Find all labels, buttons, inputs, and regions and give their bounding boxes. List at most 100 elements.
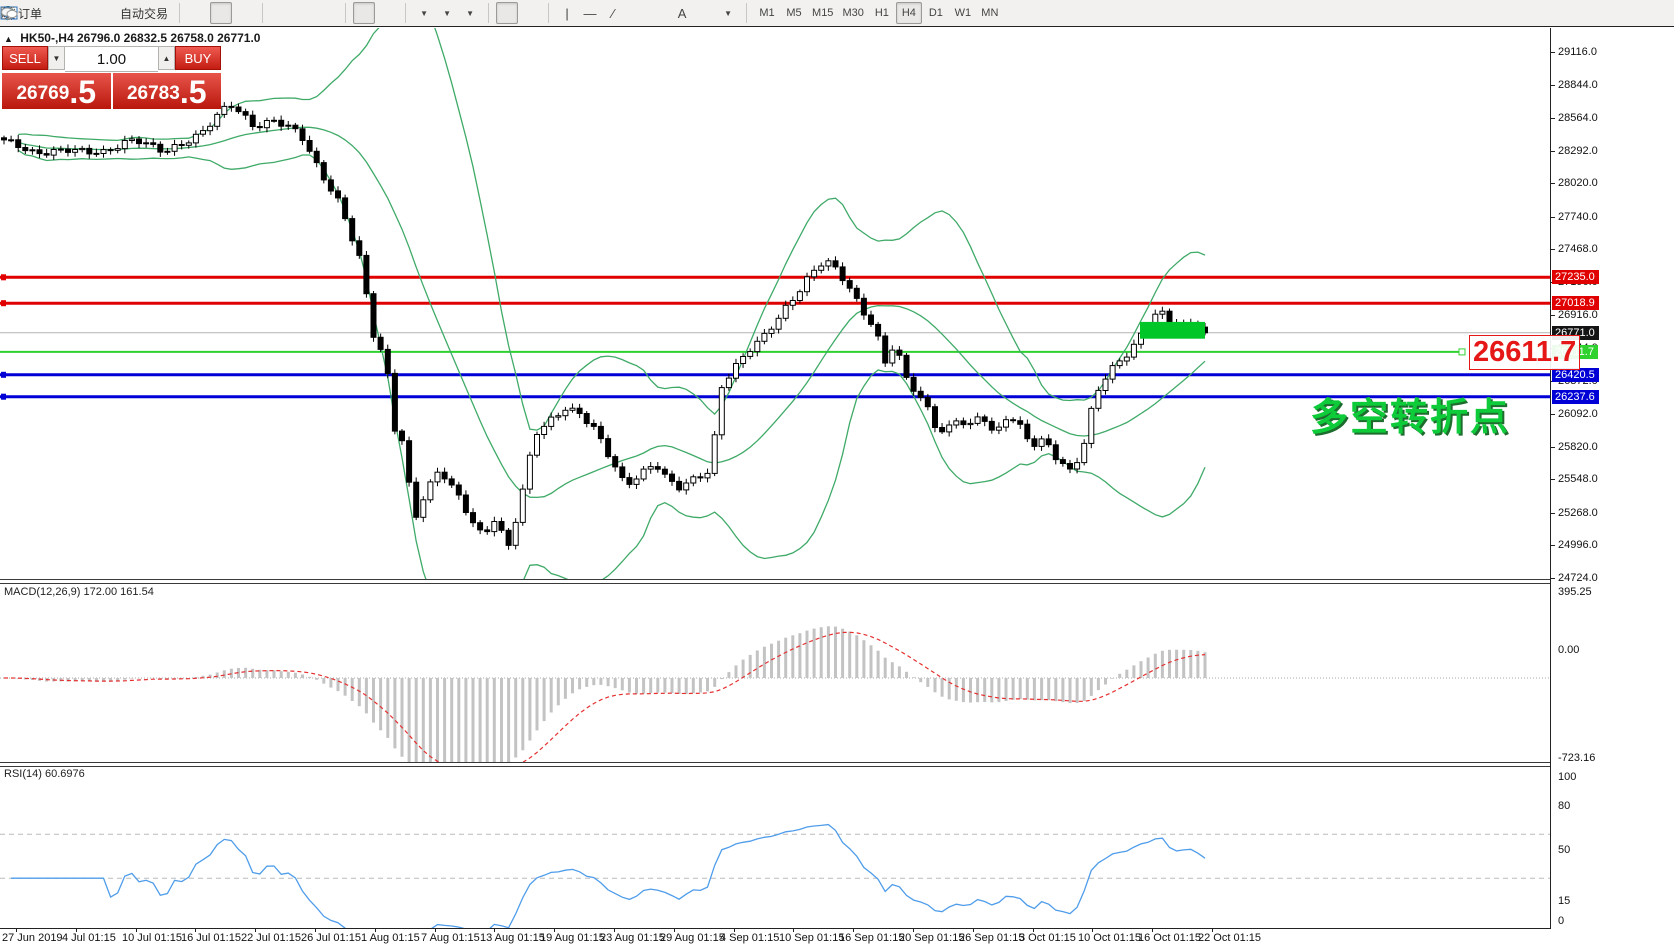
cursor-button[interactable] — [4, 2, 519, 24]
date-tick-mark — [1212, 928, 1213, 932]
chart-shift-button[interactable] — [2, 2, 376, 24]
toolbar-separator — [548, 3, 550, 23]
sell-price-display[interactable]: 26769 .5 — [2, 73, 111, 109]
candlestick-chart-button[interactable] — [2, 2, 233, 24]
macd-tick-label: -723.16 — [1558, 752, 1596, 764]
auto-trading-button[interactable]: 自动交易 — [1, 2, 172, 24]
date-tick-mark — [375, 928, 376, 932]
buy-price-display[interactable]: 26783 .5 — [112, 73, 221, 109]
main-chart-canvas[interactable] — [0, 28, 1550, 582]
price-level-chip: 26420.5 — [1552, 368, 1599, 382]
volume-decrease-button[interactable]: ▼ — [48, 46, 65, 70]
price-axis-border — [1550, 28, 1551, 928]
axis-tick-mark — [1551, 447, 1555, 448]
timeframe-w1[interactable]: W1 — [954, 7, 972, 19]
fibonacci-button[interactable]: F — [1, 2, 670, 24]
sell-price-int: 26769 — [16, 83, 70, 104]
template-dropdown[interactable]: ▼ — [0, 2, 481, 24]
axis-tick-mark — [1551, 414, 1555, 415]
price-axis[interactable]: 29116.0 28844.0 28564.0 28292.0 28020.0 27740… — [1551, 28, 1674, 928]
eraser-button[interactable] — [1, 2, 69, 24]
date-tick-mark — [614, 928, 615, 932]
bar-chart-button[interactable] — [1, 2, 209, 24]
buy-button[interactable]: BUY — [175, 46, 221, 70]
date-label: 16 Jul 01:15 — [181, 932, 241, 944]
date-label: 16 Sep 01:15 — [839, 932, 905, 944]
rsi-tick-label: 100 — [1558, 771, 1577, 783]
date-label: 20 Sep 01:15 — [899, 932, 965, 944]
axis-tick-mark — [1551, 249, 1555, 250]
date-tick-mark — [913, 928, 914, 932]
date-label: 23 Aug 01:15 — [600, 932, 665, 944]
macd-pane-separator[interactable] — [0, 579, 1550, 584]
toolbar-separator — [262, 3, 264, 23]
axis-tick-mark — [1551, 513, 1555, 514]
rsi-pane-canvas[interactable] — [0, 765, 1550, 928]
date-label: 10 Sep 01:15 — [779, 932, 845, 944]
arrows-dropdown[interactable]: ▼ — [3, 2, 739, 24]
timeframe-m30[interactable]: M30 — [842, 7, 864, 19]
date-label: 22 Jul 01:15 — [241, 932, 301, 944]
crosshair-button[interactable] — [1, 2, 541, 24]
line-chart-button[interactable] — [0, 2, 255, 24]
date-axis[interactable]: 27 Jun 2019 4 Jul 01:15 10 Jul 01:15 16 Jul… — [0, 928, 1674, 947]
auto-trading-label: 自动交易 — [120, 6, 169, 21]
axis-tick-mark — [1551, 151, 1555, 152]
timeframe-m1[interactable]: M1 — [759, 7, 775, 19]
date-tick-mark — [435, 928, 436, 932]
volume-increase-button[interactable]: ▲ — [158, 46, 175, 70]
timeframe-mn[interactable]: MN — [981, 7, 999, 19]
toolbar: 新订单 自动交易 — [0, 0, 1674, 27]
timeframe-d1[interactable]: D1 — [928, 7, 943, 19]
auto-scroll-button[interactable] — [4, 2, 398, 24]
date-label: 26 Sep 01:15 — [959, 932, 1025, 944]
symbol-period-label: HK50-,H4 — [20, 31, 74, 45]
tile-windows-button[interactable] — [1, 2, 338, 24]
rsi-tick-label: 50 — [1558, 844, 1571, 856]
price-tick-label: 25548.0 — [1558, 473, 1598, 485]
volume-input[interactable]: 1.00 — [65, 46, 158, 72]
timeframe-m15[interactable]: M15 — [812, 7, 834, 19]
zoom-out-button[interactable] — [2, 2, 315, 24]
date-label: 19 Aug 01:15 — [540, 932, 605, 944]
community-button[interactable] — [2, 2, 92, 24]
rsi-pane-separator[interactable] — [0, 762, 1550, 767]
channel-button[interactable]: E — [1, 2, 647, 24]
zoom-in-button[interactable] — [2, 2, 292, 24]
chinese-note-text[interactable]: 多空转折点 — [1310, 397, 1511, 439]
caret-down-icon: ▼ — [443, 8, 451, 18]
price-annotation-label[interactable]: 26611.7 — [1469, 335, 1581, 370]
vertical-line-button[interactable]: | — [565, 5, 569, 21]
macd-pane-canvas[interactable] — [0, 583, 1550, 764]
axis-tick-mark — [1551, 479, 1555, 480]
trendline-button[interactable]: ∕ — [611, 5, 615, 21]
text-label-button[interactable]: T — [1, 2, 716, 24]
date-label: 4 Sep 01:15 — [720, 932, 780, 944]
new-chart-dropdown[interactable]: ▼ — [1, 2, 435, 24]
date-tick-mark — [1033, 928, 1034, 932]
date-tick-mark — [554, 928, 555, 932]
date-tick-mark — [674, 928, 675, 932]
price-tick-label: 27740.0 — [1558, 211, 1598, 223]
chat-button[interactable] — [1, 2, 1664, 24]
date-label: 3 Oct 01:15 — [1019, 932, 1076, 944]
sell-button[interactable]: SELL — [2, 46, 48, 70]
timeframe-h1[interactable]: H1 — [874, 7, 889, 19]
toolbar-separator — [179, 3, 181, 23]
signals-button[interactable] — [1, 2, 115, 24]
profiles-dropdown[interactable]: ▼ — [1, 2, 458, 24]
date-tick-mark — [136, 928, 137, 932]
collapse-panel-icon[interactable]: ▲ — [4, 34, 13, 44]
toolbar-separator — [405, 3, 407, 23]
ohlc-values: 26796.0 26832.5 26758.0 26771.0 — [76, 31, 261, 45]
timeframe-h4[interactable]: H4 — [895, 2, 922, 24]
chart-bottom-border — [0, 928, 1551, 929]
caret-down-icon: ▼ — [724, 8, 732, 18]
axis-tick-mark — [1551, 315, 1555, 316]
timeframe-m5[interactable]: M5 — [786, 7, 802, 19]
date-label: 4 Jul 01:15 — [62, 932, 116, 944]
toolbar-separator — [488, 3, 490, 23]
horizontal-line-button[interactable]: — — [583, 5, 597, 21]
text-button[interactable]: A — [671, 2, 693, 24]
search-button[interactable] — [1, 2, 1636, 24]
